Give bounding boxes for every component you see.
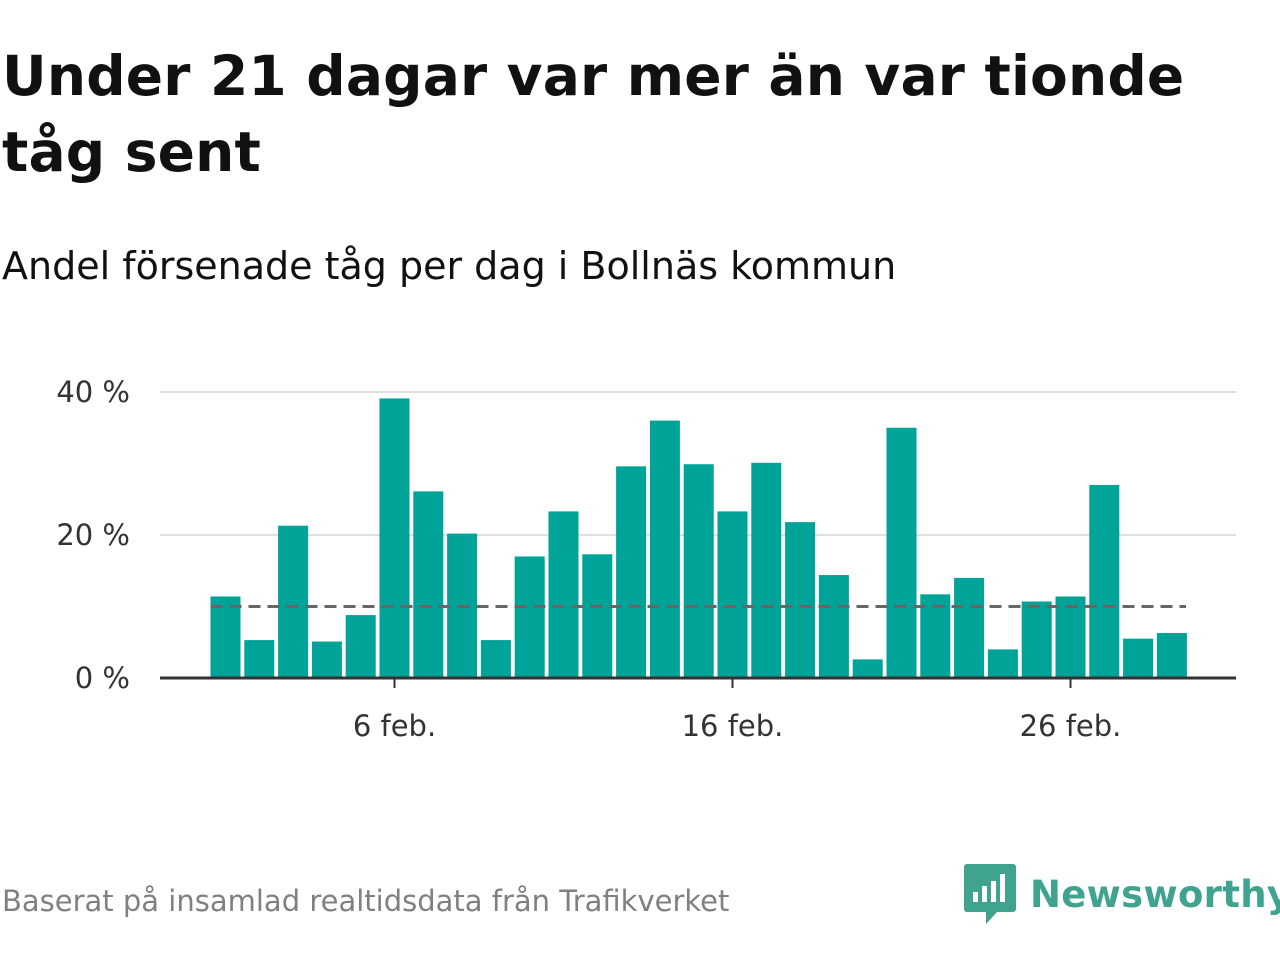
bar [413, 491, 444, 678]
bar [1156, 632, 1187, 678]
bar [818, 575, 849, 678]
y-tick-label: 40 % [56, 375, 130, 409]
bar [717, 511, 748, 678]
bar [278, 525, 309, 678]
bar [649, 420, 680, 678]
bar [1089, 484, 1120, 678]
bar-chart: 0 % 20 % 40 % 6 feb. 16 feb. 26 feb. [56, 375, 1236, 743]
newsworthy-logo-icon [964, 864, 1016, 924]
bar [480, 640, 511, 678]
bar [379, 398, 410, 678]
x-tick-label: 26 feb. [1020, 709, 1122, 743]
bar [987, 649, 1018, 678]
bar [514, 556, 545, 678]
bar [244, 640, 275, 678]
bar [1021, 601, 1052, 678]
chart-subtitle: Andel försenade tåg per dag i Bollnäs ko… [2, 244, 897, 288]
bar [582, 554, 613, 678]
brand-name: Newsworthy [1030, 873, 1280, 916]
bar [311, 641, 342, 678]
chart-title: Under 21 dagar var mer än var tionde tåg… [2, 44, 1185, 184]
y-tick-label: 0 % [75, 661, 130, 695]
bar [751, 462, 782, 678]
bar [1123, 638, 1154, 678]
x-tick-label: 16 feb. [682, 709, 784, 743]
y-tick-label: 20 % [56, 518, 130, 552]
bar [954, 577, 985, 678]
source-note: Baserat på insamlad realtidsdata från Tr… [2, 884, 730, 918]
bar [886, 427, 917, 678]
bar [548, 511, 579, 678]
brand-mark: Newsworthy [964, 864, 1280, 926]
x-tick-label: 6 feb. [353, 709, 436, 743]
bar [852, 659, 883, 678]
bar [785, 522, 816, 678]
bar [345, 615, 376, 678]
bar [1055, 596, 1086, 678]
bar [683, 464, 714, 678]
bar [616, 466, 647, 678]
bar [210, 596, 241, 678]
bar [920, 594, 951, 678]
